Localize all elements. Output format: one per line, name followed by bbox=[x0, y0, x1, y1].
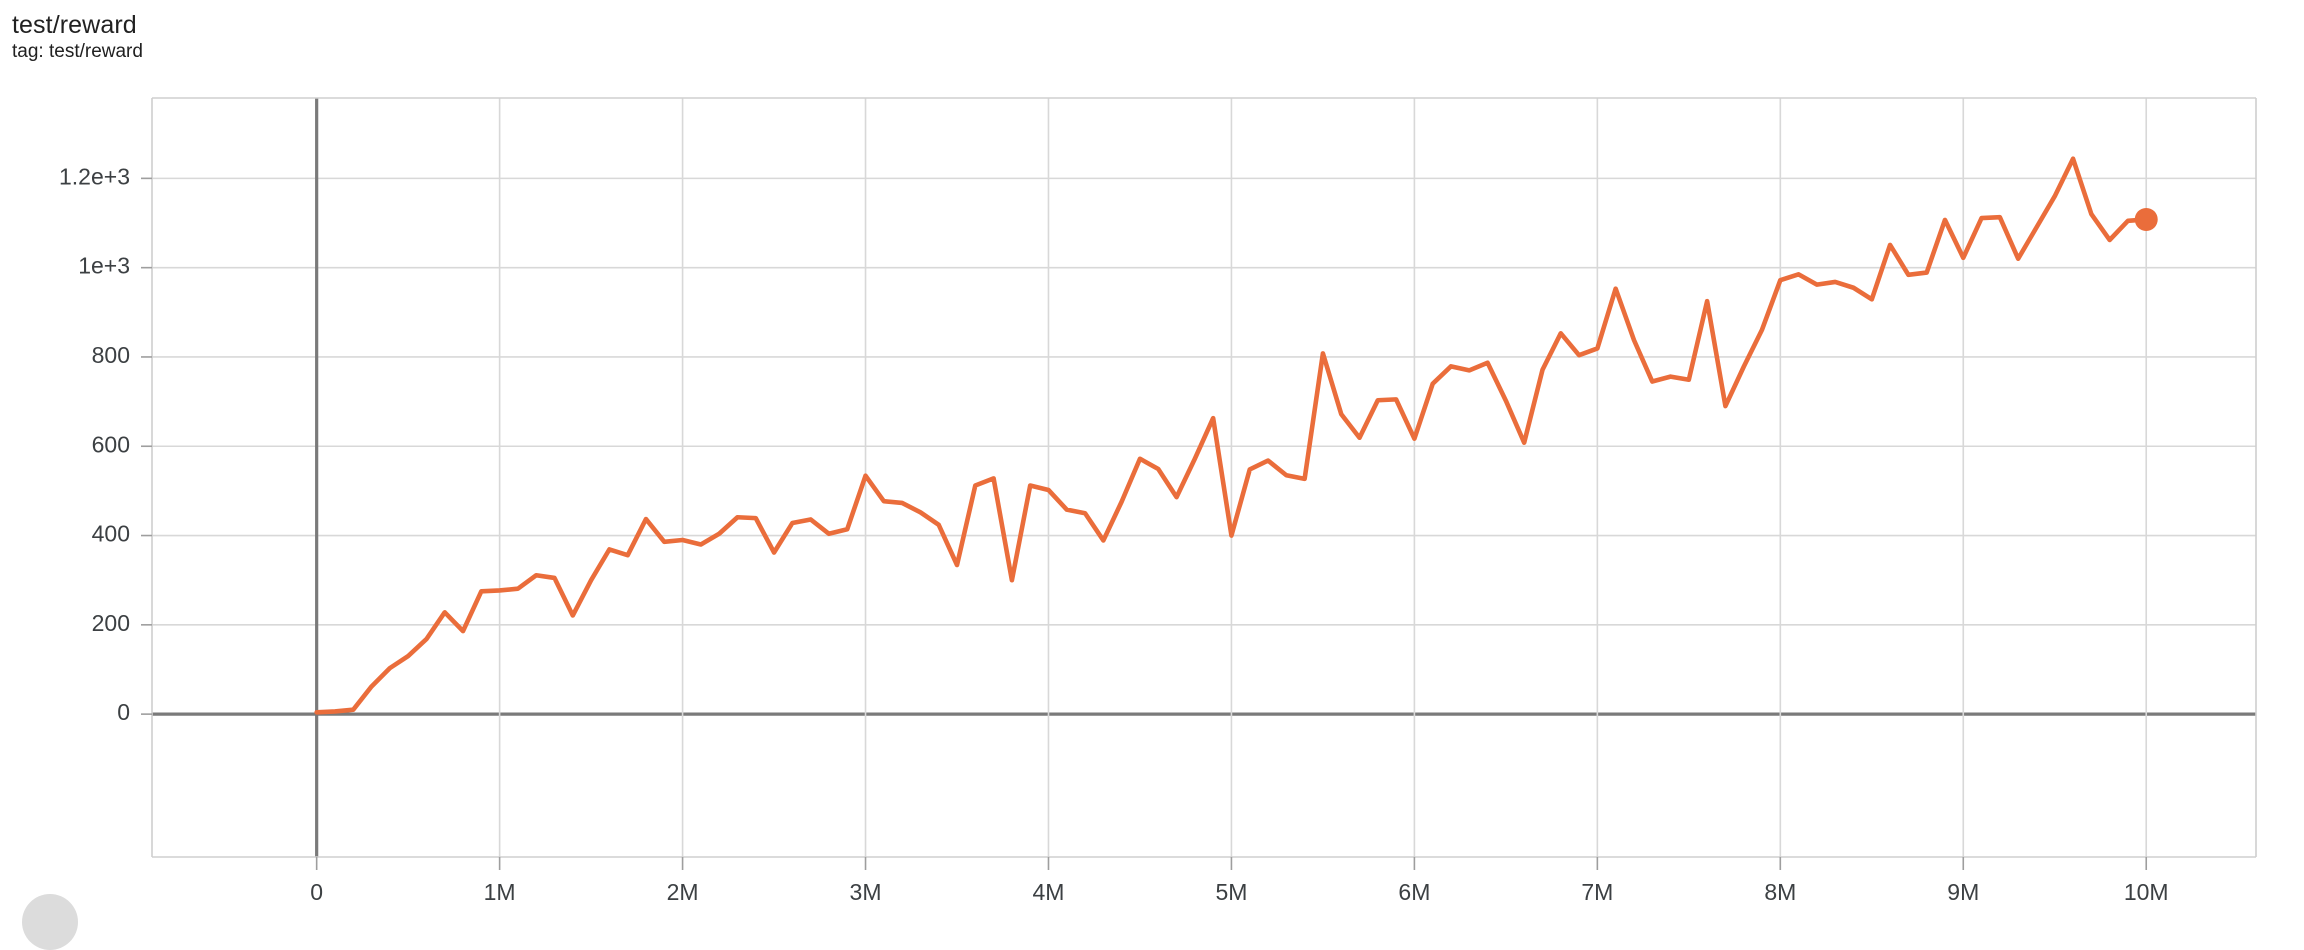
x-tick-label: 7M bbox=[1581, 879, 1613, 905]
y-tick-label: 1e+3 bbox=[78, 253, 130, 279]
tick-marks bbox=[141, 177, 2148, 870]
grid-lines bbox=[152, 98, 2256, 857]
page-title: test/reward bbox=[12, 11, 137, 39]
x-tick-label: 10M bbox=[2124, 879, 2169, 905]
x-tick-label: 1M bbox=[484, 879, 516, 905]
x-tick-label: 4M bbox=[1033, 879, 1065, 905]
y-tick-label: 200 bbox=[92, 610, 130, 636]
x-tick-label: 3M bbox=[850, 879, 882, 905]
x-tick-label: 5M bbox=[1215, 879, 1247, 905]
y-tick-label: 800 bbox=[92, 342, 130, 368]
y-tick-label: 600 bbox=[92, 431, 130, 457]
x-tick-label: 9M bbox=[1947, 879, 1979, 905]
x-tick-label: 6M bbox=[1398, 879, 1430, 905]
chart-tag-label: tag: test/reward bbox=[12, 41, 143, 62]
plot-border bbox=[151, 97, 2257, 858]
y-tick-label: 1.2e+3 bbox=[59, 163, 130, 189]
line-chart-svg[interactable]: 0 200 400 600 800 1e+3 1.2e+3 0 1M 2M 3M 4M 5M 6M 7M 8M… bbox=[0, 0, 2304, 908]
series-line bbox=[314, 156, 2149, 715]
series-lines bbox=[314, 156, 2158, 715]
y-tick-label: 0 bbox=[117, 699, 130, 725]
series-last-point-marker bbox=[2134, 207, 2158, 231]
x-tick-label: 8M bbox=[1764, 879, 1796, 905]
chart-header: test/reward tag: test/reward bbox=[12, 10, 912, 63]
tick-labels: 0 200 400 600 800 1e+3 1.2e+3 0 1M 2M 3M 4M 5M 6M 7M 8M… bbox=[59, 163, 2169, 904]
plot-area[interactable]: 0 200 400 600 800 1e+3 1.2e+3 0 1M 2M 3M 4M 5M 6M 7M 8M… bbox=[0, 0, 2304, 908]
collapsed-control-circle[interactable] bbox=[22, 894, 78, 950]
x-tick-label: 0 bbox=[310, 879, 323, 905]
x-tick-label: 2M bbox=[667, 879, 699, 905]
y-tick-label: 400 bbox=[92, 521, 130, 547]
